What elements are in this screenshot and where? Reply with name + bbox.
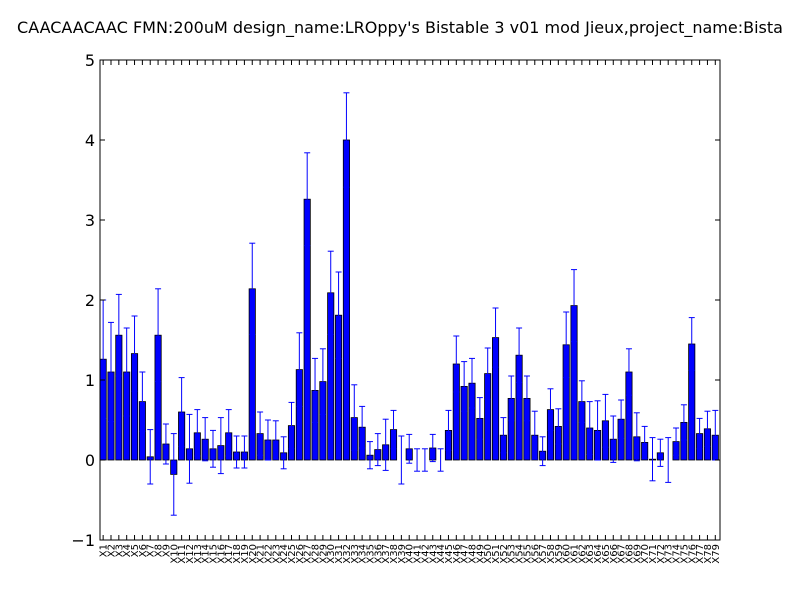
xtick-label: X37	[381, 544, 392, 564]
xtick-label: X42	[420, 544, 431, 564]
plot-area	[99, 92, 719, 516]
ytick-label: −1	[71, 531, 95, 550]
xtick-label: X31	[334, 544, 345, 564]
xtick-label: X36	[373, 544, 384, 564]
xtick-label: X52	[499, 544, 510, 564]
xtick-label: X21	[256, 544, 267, 564]
xtick-label: X51	[491, 544, 502, 564]
ytick-label: 0	[85, 451, 95, 470]
xtick-label: X11	[177, 544, 188, 564]
xtick-label: X3	[114, 544, 125, 557]
xtick-label: X32	[342, 544, 353, 564]
xtick-label: X12	[185, 544, 196, 564]
xtick-label: X60	[562, 544, 573, 564]
chart-title: CAACAACAAC FMN:200uM design_name:LROppy'…	[17, 18, 783, 38]
xtick-label: X75	[679, 544, 690, 564]
xtick-label: X54	[515, 544, 526, 564]
xtick-label: X35	[365, 544, 376, 564]
xtick-label: X10	[169, 544, 180, 564]
bar	[342, 139, 350, 461]
xtick-label: X43	[428, 544, 439, 564]
xtick-label: X20	[248, 544, 259, 564]
xtick-label: X23	[271, 544, 282, 564]
xtick-label: X79	[711, 544, 722, 564]
xtick-label: X26	[295, 544, 306, 564]
ytick-label: 3	[85, 211, 95, 230]
xtick-label: X17	[224, 544, 235, 564]
xtick-label: X69	[632, 544, 643, 564]
xtick-label: X57	[538, 544, 549, 564]
xtick-label: X9	[161, 544, 172, 557]
xtick-label: X74	[672, 544, 683, 564]
xtick-label: X55	[522, 544, 533, 564]
xtick-label: X2	[106, 544, 117, 557]
ytick-label: 5	[85, 51, 95, 70]
xtick-label: X18	[232, 544, 243, 564]
xtick-label: X67	[617, 544, 628, 564]
xtick-label: X8	[154, 544, 165, 557]
xtick-label: X68	[624, 544, 635, 564]
xtick-label: X72	[656, 544, 667, 564]
ytick-label: 2	[85, 291, 95, 310]
xtick-label: X46	[452, 544, 463, 564]
xtick-label: X25	[287, 544, 298, 564]
xtick-label: X39	[397, 544, 408, 564]
xtick-label: X45	[444, 544, 455, 564]
xtick-label: X7	[146, 544, 157, 557]
xtick-label: X47	[460, 544, 471, 564]
xtick-label: X73	[664, 544, 675, 564]
xtick-label: X66	[609, 544, 620, 564]
xtick-label: X65	[601, 544, 612, 564]
xtick-label: X33	[350, 544, 361, 564]
x-axis: X1X2X3X4X5X6X7X8X9X10X11X12X13X14X15X16X…	[99, 60, 722, 564]
xtick-label: X1	[99, 544, 110, 557]
xtick-label: X63	[585, 544, 596, 564]
xtick-label: X19	[240, 544, 251, 564]
xtick-label: X44	[436, 544, 447, 564]
xtick-label: X64	[593, 544, 604, 564]
xtick-label: X13	[193, 544, 204, 564]
xtick-label: X70	[640, 544, 651, 564]
xtick-label: X62	[577, 544, 588, 564]
xtick-label: X48	[468, 544, 479, 564]
xtick-label: X4	[122, 544, 133, 557]
ytick-label: 1	[85, 371, 95, 390]
xtick-label: X28	[311, 544, 322, 564]
xtick-label: X53	[507, 544, 518, 564]
xtick-label: X14	[201, 544, 212, 564]
xtick-label: X22	[263, 544, 274, 564]
xtick-label: X59	[554, 544, 565, 564]
xtick-label: X34	[358, 544, 369, 564]
xtick-label: X16	[216, 544, 227, 564]
xtick-label: X29	[318, 544, 329, 564]
xtick-label: X24	[279, 544, 290, 564]
xtick-label: X49	[475, 544, 486, 564]
xtick-label: X40	[405, 544, 416, 564]
xtick-label: X61	[570, 544, 581, 564]
xtick-label: X27	[303, 544, 314, 564]
xtick-label: X56	[530, 544, 541, 564]
xtick-label: X77	[695, 544, 706, 564]
ytick-label: 4	[85, 131, 95, 150]
xtick-label: X50	[483, 544, 494, 564]
xtick-label: X6	[138, 544, 149, 557]
xtick-label: X71	[648, 544, 659, 564]
xtick-label: X5	[130, 544, 141, 557]
xtick-label: X15	[209, 544, 220, 564]
xtick-label: X58	[546, 544, 557, 564]
xtick-label: X38	[389, 544, 400, 564]
xtick-label: X41	[413, 544, 424, 564]
xtick-label: X78	[703, 544, 714, 564]
xtick-label: X30	[326, 544, 337, 564]
xtick-label: X76	[687, 544, 698, 564]
y-axis: −1 0 1 2 3 4 5	[71, 51, 720, 550]
